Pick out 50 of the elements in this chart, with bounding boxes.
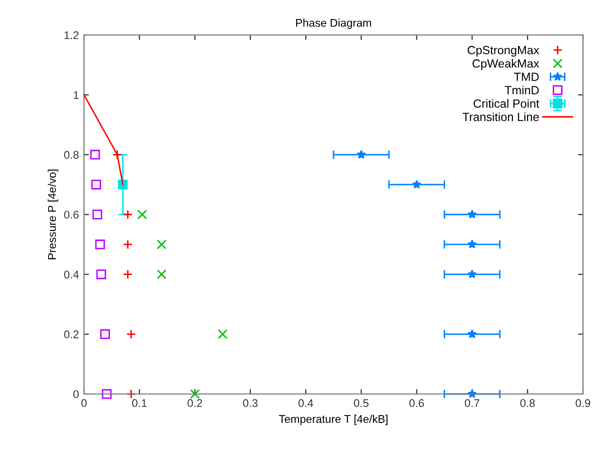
point <box>467 240 477 248</box>
y-axis-title: Pressure P [4e/vo] <box>48 170 58 260</box>
point <box>412 180 422 189</box>
y-tick-label: 0.4 <box>64 270 79 278</box>
point <box>126 329 136 340</box>
point <box>122 240 133 250</box>
x-axis-title: Temperature T [4e/kB] <box>278 414 388 426</box>
point <box>96 269 106 280</box>
point <box>122 269 133 280</box>
point <box>90 150 100 160</box>
y-tick-label: 0 <box>73 390 79 398</box>
point <box>91 180 102 190</box>
x-tick-label: 0.1 <box>132 399 147 408</box>
point <box>112 150 122 160</box>
y-tick-label: 0.6 <box>64 210 79 219</box>
y-tick-label: 1.2 <box>64 31 79 40</box>
point <box>92 210 102 220</box>
x-tick-label: 0.7 <box>464 399 480 408</box>
point <box>218 329 228 340</box>
x-tick-label: 0.6 <box>409 399 424 408</box>
point <box>118 180 128 190</box>
point <box>100 329 110 340</box>
legend-label: CpStrongMax <box>468 46 540 57</box>
y-tick-label: 0.2 <box>64 330 79 338</box>
y-tick-label: 1 <box>74 91 79 99</box>
y-tick-label: 0.8 <box>64 150 79 159</box>
point <box>467 210 477 219</box>
legend-label: TminD <box>504 86 539 94</box>
point <box>156 269 166 280</box>
point <box>467 329 477 338</box>
point <box>95 240 105 250</box>
point <box>102 389 112 399</box>
chart-title: Phase Diagram <box>296 18 372 29</box>
legend-label: Transition Line <box>462 112 539 122</box>
x-tick-label: 0.9 <box>576 399 590 408</box>
x-tick-label: 0.3 <box>243 399 258 408</box>
point <box>122 210 133 220</box>
x-tick-label: 0.8 <box>520 399 535 408</box>
point <box>356 150 366 159</box>
x-tick-label: 0.4 <box>298 399 314 408</box>
x-tick-label: 0 <box>81 399 87 408</box>
point <box>467 269 477 278</box>
legend-label: CpWeakMax <box>472 58 540 70</box>
legend-label: Critical Point <box>474 99 540 108</box>
x-tick-label: 0.2 <box>188 399 202 408</box>
point <box>190 389 200 399</box>
point <box>137 210 148 220</box>
legend-label: TMD <box>514 72 539 81</box>
point <box>156 240 166 250</box>
x-tick-label: 0.5 <box>354 399 368 408</box>
